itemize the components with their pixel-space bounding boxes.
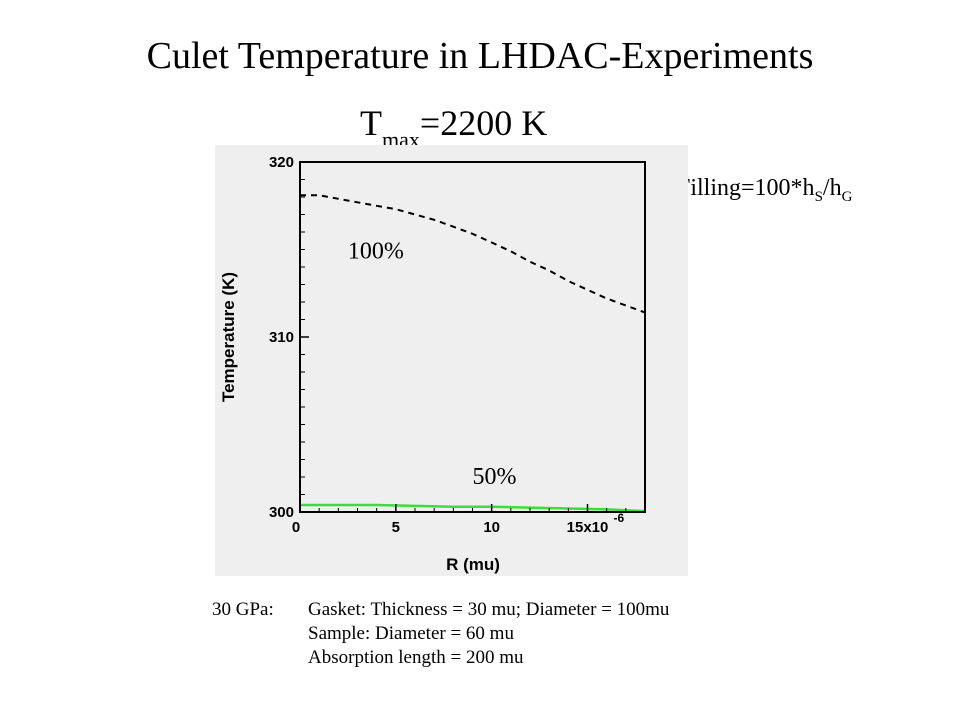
- x-axis-label: R (mu): [446, 555, 500, 574]
- tmax-label: Tmax=2200 K: [360, 100, 548, 152]
- series-label-1: 50%: [473, 464, 517, 490]
- filling-sub-g: G: [841, 189, 853, 205]
- x-exponent-label: -6: [614, 511, 625, 525]
- page-title: Culet Temperature in LHDAC-Experiments: [146, 35, 814, 77]
- x-tick-label: 0: [292, 519, 300, 536]
- filling-mid: /h: [822, 175, 842, 201]
- tick-layer: [299, 161, 627, 513]
- y-tick-label: 320: [269, 154, 294, 171]
- y-axis-label: Temperature (K): [219, 272, 238, 402]
- filling-prefix: Filling=100*h: [677, 175, 815, 201]
- tmax-value: =2200 K: [419, 103, 548, 143]
- y-tick-label: 300: [269, 504, 294, 521]
- absorption-note: Absorption length = 200 mu: [308, 647, 524, 668]
- temperature-chart: 100% 50% 0 5 10 15x10 -6 300 310 320 R (mu) Tempe…: [219, 154, 646, 574]
- sample-note: Sample: Diameter = 60 mu: [308, 623, 514, 644]
- plot-frame: [299, 161, 646, 513]
- filling-sub-s: S: [814, 189, 823, 205]
- experiment-notes: 30 GPa: Gasket: Thickness = 30 mu; Diamet…: [212, 598, 669, 670]
- notes-row-sample: Sample: Diameter = 60 mu: [212, 622, 669, 646]
- series-line-0: [300, 194, 646, 314]
- x-tick-label: 15x10: [567, 519, 609, 536]
- gasket-note: Gasket: Thickness = 30 mu; Diameter = 10…: [308, 599, 670, 620]
- pressure-label: 30 GPa:: [212, 599, 274, 620]
- x-tick-label: 10: [483, 519, 500, 536]
- x-tick-label: 5: [392, 519, 400, 536]
- notes-row-absorption: Absorption length = 200 mu: [212, 646, 669, 670]
- tmax-symbol: T: [360, 103, 382, 143]
- chart-panel: 100% 50% 0 5 10 15x10 -6 300 310 320 R (mu) Tempe…: [215, 145, 688, 576]
- notes-row-gasket: 30 GPa: Gasket: Thickness = 30 mu; Diamet…: [212, 598, 669, 622]
- label-layer: 100% 50% 0 5 10 15x10 -6 300 310 320: [269, 154, 625, 536]
- filling-formula: Filling=100*hS/hG: [677, 172, 852, 207]
- series-label-0: 100%: [348, 238, 404, 264]
- y-tick-label: 310: [269, 329, 294, 346]
